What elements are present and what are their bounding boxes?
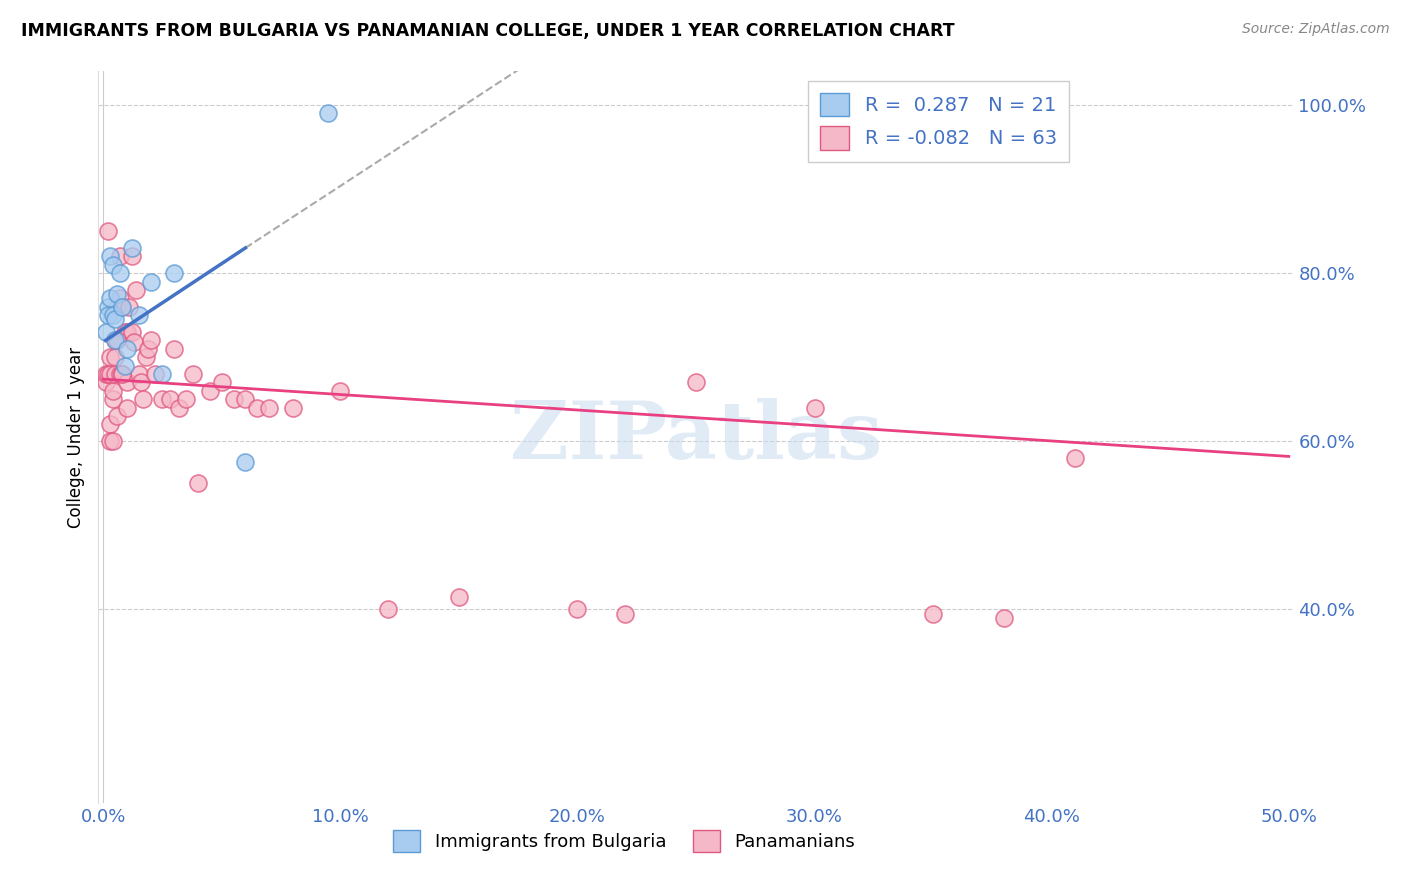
Point — [101, 258, 124, 272]
Point — [159, 392, 181, 407]
Point — [257, 401, 280, 415]
Point — [163, 342, 186, 356]
Point — [104, 367, 127, 381]
Point — [98, 350, 121, 364]
Text: IMMIGRANTS FROM BULGARIA VS PANAMANIAN COLLEGE, UNDER 1 YEAR CORRELATION CHART: IMMIGRANTS FROM BULGARIA VS PANAMANIAN C… — [21, 22, 955, 40]
Point — [104, 334, 127, 348]
Point — [97, 224, 120, 238]
Point — [108, 367, 131, 381]
Point — [94, 367, 117, 381]
Point — [98, 249, 121, 263]
Point — [101, 434, 124, 449]
Point — [128, 308, 150, 322]
Point — [803, 401, 825, 415]
Point — [111, 367, 134, 381]
Point — [128, 367, 150, 381]
Legend: Immigrants from Bulgaria, Panamanians: Immigrants from Bulgaria, Panamanians — [385, 823, 863, 860]
Point — [105, 409, 128, 423]
Point — [115, 376, 138, 390]
Point — [281, 401, 304, 415]
Point — [118, 300, 141, 314]
Point — [318, 106, 340, 120]
Point — [98, 367, 121, 381]
Point — [94, 376, 117, 390]
Point — [105, 334, 128, 348]
Point — [132, 392, 155, 407]
Point — [377, 602, 399, 616]
Point — [114, 325, 136, 339]
Text: ZIPatlas: ZIPatlas — [510, 398, 882, 476]
Point — [222, 392, 245, 407]
Point — [993, 611, 1015, 625]
Text: Source: ZipAtlas.com: Source: ZipAtlas.com — [1241, 22, 1389, 37]
Point — [235, 455, 257, 469]
Point — [685, 376, 707, 390]
Point — [108, 249, 131, 263]
Point — [329, 384, 352, 398]
Point — [104, 312, 127, 326]
Point — [101, 392, 124, 407]
Point — [115, 342, 138, 356]
Point — [187, 476, 209, 491]
Point — [121, 241, 143, 255]
Point — [143, 367, 166, 381]
Point — [105, 287, 128, 301]
Point — [139, 334, 162, 348]
Point — [211, 376, 233, 390]
Point — [101, 384, 124, 398]
Point — [114, 359, 136, 373]
Point — [121, 249, 143, 263]
Point — [108, 291, 131, 305]
Point — [97, 308, 120, 322]
Point — [246, 401, 269, 415]
Point — [613, 607, 636, 621]
Point — [181, 367, 204, 381]
Point — [98, 434, 121, 449]
Point — [104, 350, 127, 364]
Point — [167, 401, 190, 415]
Point — [115, 401, 138, 415]
Point — [139, 275, 162, 289]
Point — [567, 602, 589, 616]
Point — [97, 300, 120, 314]
Point — [129, 376, 152, 390]
Point — [922, 607, 945, 621]
Point — [108, 266, 131, 280]
Point — [1064, 451, 1087, 466]
Point — [125, 283, 148, 297]
Point — [111, 300, 134, 314]
Point — [98, 291, 121, 305]
Point — [105, 300, 128, 314]
Point — [97, 367, 120, 381]
Point — [122, 334, 145, 349]
Point — [152, 367, 174, 381]
Point — [198, 384, 221, 398]
Point — [136, 342, 159, 356]
Point — [174, 392, 197, 407]
Point — [94, 325, 117, 339]
Point — [121, 325, 143, 339]
Point — [235, 392, 257, 407]
Y-axis label: College, Under 1 year: College, Under 1 year — [66, 346, 84, 528]
Point — [104, 334, 127, 348]
Point — [135, 350, 157, 364]
Point — [98, 417, 121, 432]
Point — [163, 266, 186, 280]
Point — [115, 325, 138, 339]
Point — [152, 392, 174, 407]
Point — [101, 308, 124, 322]
Point — [447, 590, 470, 604]
Point — [111, 300, 134, 314]
Point — [111, 367, 134, 381]
